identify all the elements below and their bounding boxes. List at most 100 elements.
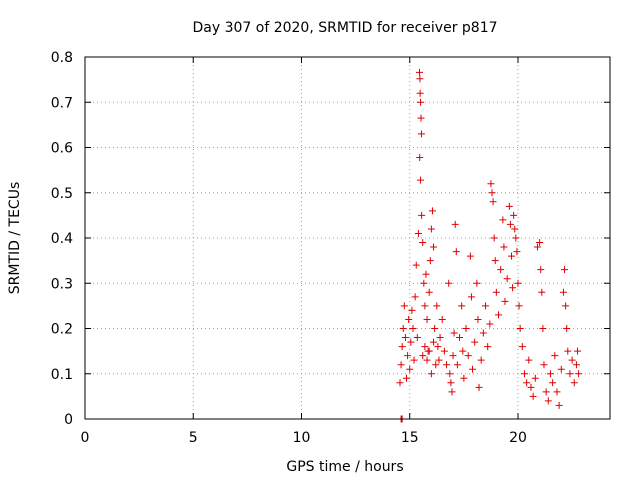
- data-point: [505, 202, 513, 210]
- y-tick-label: 0.1: [51, 367, 73, 383]
- data-point: [487, 180, 495, 188]
- y-tick-labels: 0 0.1 0.2 0.3 0.4 0.5 0.6 0.7 0.8: [51, 50, 73, 428]
- data-point: [551, 352, 559, 360]
- data-point: [416, 75, 424, 83]
- data-point: [412, 261, 420, 269]
- data-point: [488, 189, 496, 197]
- data-point: [416, 89, 424, 97]
- data-point: [540, 361, 548, 369]
- data-point: [529, 392, 537, 400]
- data-point: [446, 370, 454, 378]
- data-point: [538, 288, 546, 296]
- y-tick-label: 0: [64, 412, 73, 428]
- data-point: [506, 220, 514, 228]
- data-point: [512, 234, 520, 242]
- data-point: [486, 320, 494, 328]
- data-point: [549, 379, 557, 387]
- data-point: [398, 343, 406, 351]
- y-tick-label: 0.7: [51, 95, 73, 111]
- data-point: [456, 334, 464, 342]
- data-point: [469, 365, 477, 373]
- data-point: [425, 347, 433, 355]
- data-point: [509, 284, 517, 292]
- data-point: [575, 370, 583, 378]
- data-point: [501, 297, 509, 305]
- data-point: [491, 257, 499, 265]
- data-point: [413, 334, 421, 342]
- data-point: [402, 374, 410, 382]
- data-point: [546, 370, 554, 378]
- data-point: [503, 275, 511, 283]
- data-point: [473, 279, 481, 287]
- x-axis-label: GPS time / hours: [286, 459, 403, 475]
- data-point: [416, 153, 424, 161]
- data-point: [414, 229, 422, 237]
- data-point: [514, 279, 522, 287]
- data-point: [423, 356, 431, 364]
- data-point: [544, 397, 552, 405]
- data-point: [484, 343, 492, 351]
- data-point: [401, 334, 409, 342]
- y-tick-label: 0.8: [51, 50, 73, 66]
- data-point: [574, 347, 582, 355]
- data-point: [423, 315, 431, 323]
- data-point: [419, 352, 427, 360]
- y-tick-label: 0.5: [51, 186, 73, 202]
- data-point: [421, 302, 429, 310]
- data-point: [459, 347, 467, 355]
- data-point: [449, 352, 457, 360]
- data-point: [515, 302, 523, 310]
- data-point: [572, 361, 580, 369]
- data-point: [462, 325, 470, 332]
- data-point: [427, 225, 435, 233]
- data-point: [497, 266, 505, 274]
- data-point: [520, 370, 528, 378]
- data-point: [566, 370, 574, 378]
- data-point: [408, 306, 416, 314]
- data-point: [405, 315, 413, 323]
- data-point: [420, 279, 428, 287]
- axis-ticks: [84, 56, 610, 420]
- data-point: [428, 207, 436, 215]
- data-point: [467, 293, 475, 301]
- data-point: [511, 225, 519, 233]
- data-point: [438, 315, 446, 323]
- data-point: [434, 343, 442, 351]
- data-point: [490, 234, 498, 242]
- data-point: [430, 338, 438, 346]
- data-point: [404, 352, 412, 360]
- data-point: [432, 361, 440, 369]
- data-point: [433, 302, 441, 310]
- data-point: [411, 293, 419, 301]
- data-point: [474, 315, 482, 323]
- data-point: [471, 338, 479, 346]
- data-point: [500, 243, 508, 251]
- chart-title: Day 307 of 2020, SRMTID for receiver p81…: [192, 20, 497, 36]
- data-points: [396, 68, 583, 423]
- data-point: [527, 383, 535, 391]
- data-point: [537, 266, 545, 274]
- data-point: [417, 176, 425, 184]
- data-point: [564, 347, 572, 355]
- y-tick-label: 0.6: [51, 141, 73, 157]
- data-point: [460, 374, 468, 382]
- data-point: [418, 211, 426, 219]
- x-tick-label: 15: [401, 430, 419, 446]
- data-point: [557, 365, 565, 373]
- data-point: [431, 325, 439, 332]
- data-point: [409, 325, 417, 332]
- data-point: [563, 325, 571, 332]
- data-point: [562, 302, 570, 310]
- data-point: [531, 374, 539, 382]
- data-point: [396, 379, 404, 387]
- data-point: [466, 252, 474, 260]
- data-point: [452, 248, 460, 256]
- data-point: [406, 365, 414, 373]
- data-point: [536, 239, 544, 247]
- data-point: [426, 257, 434, 265]
- data-point: [425, 288, 433, 296]
- data-point: [443, 361, 451, 369]
- plot-frame: [84, 56, 611, 420]
- data-point: [430, 243, 438, 251]
